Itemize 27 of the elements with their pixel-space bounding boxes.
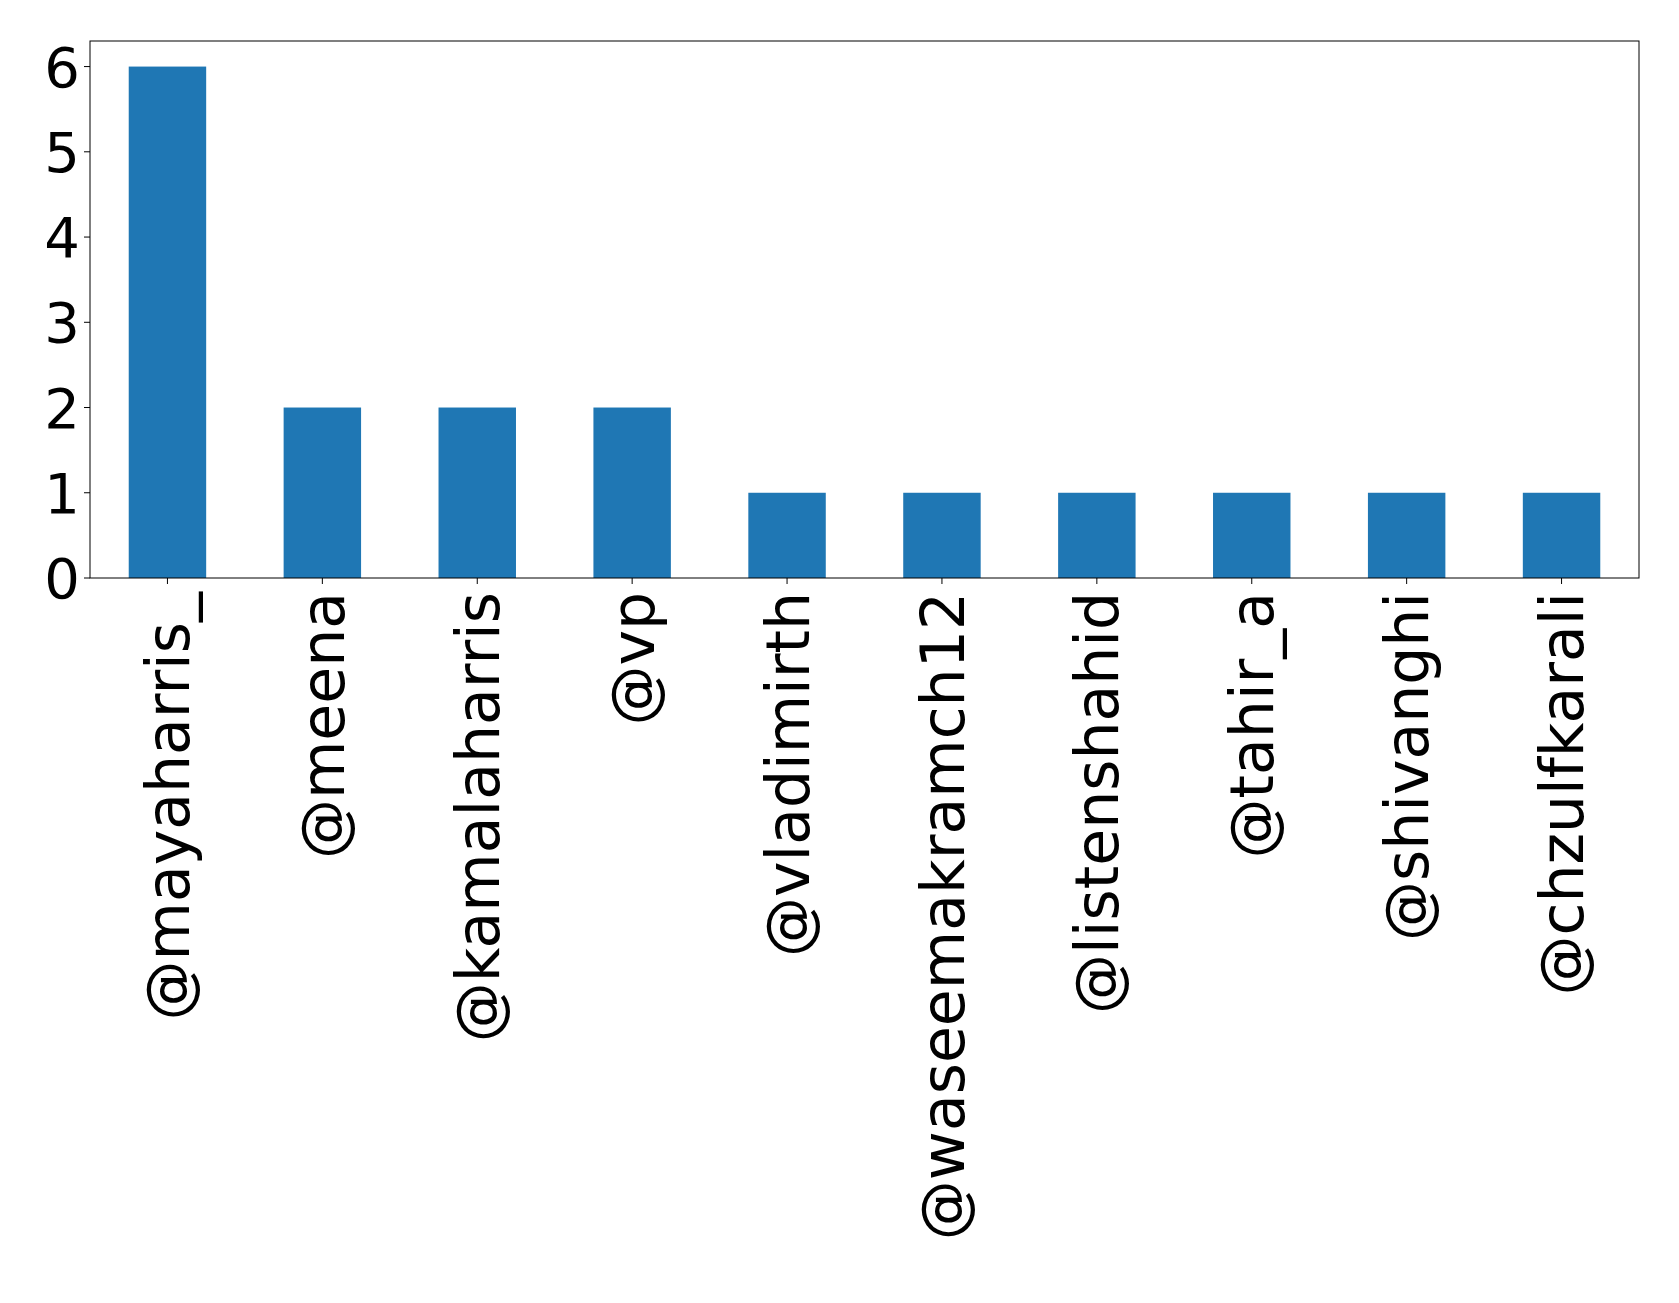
y-tick-label: 3 xyxy=(44,290,80,356)
bar xyxy=(748,492,826,578)
bar xyxy=(593,407,671,578)
y-tick-label: 1 xyxy=(44,460,80,526)
x-tick-label: @waseemakramch12 xyxy=(907,592,978,1241)
bar xyxy=(1522,492,1601,578)
x-tick-label: @kamalaharris xyxy=(442,592,513,1043)
bar xyxy=(1058,492,1136,578)
bar xyxy=(1213,492,1291,578)
x-tick-label: @meena xyxy=(287,592,358,860)
x-tick-label: @listenshahid xyxy=(1062,592,1133,1014)
y-tick-label: 5 xyxy=(44,119,80,185)
bar xyxy=(283,407,362,578)
x-tick-label: @vladimirth xyxy=(752,592,823,958)
x-tick-label: @tahir_a xyxy=(1217,592,1288,859)
y-tick-label: 6 xyxy=(44,34,80,100)
x-tick-label: @vp xyxy=(597,592,668,726)
y-tick-label: 2 xyxy=(44,375,80,441)
bar xyxy=(903,492,981,578)
y-tick-label: 4 xyxy=(44,205,80,271)
x-tick-label: @mayaharris_ xyxy=(133,591,204,1021)
x-tick-label: @chzulfkarali xyxy=(1527,592,1598,996)
x-tick-label: @shivanghi xyxy=(1372,592,1443,942)
bar xyxy=(128,66,207,578)
bar xyxy=(438,407,516,578)
bar xyxy=(1367,492,1446,578)
y-tick-label: 0 xyxy=(44,546,80,612)
